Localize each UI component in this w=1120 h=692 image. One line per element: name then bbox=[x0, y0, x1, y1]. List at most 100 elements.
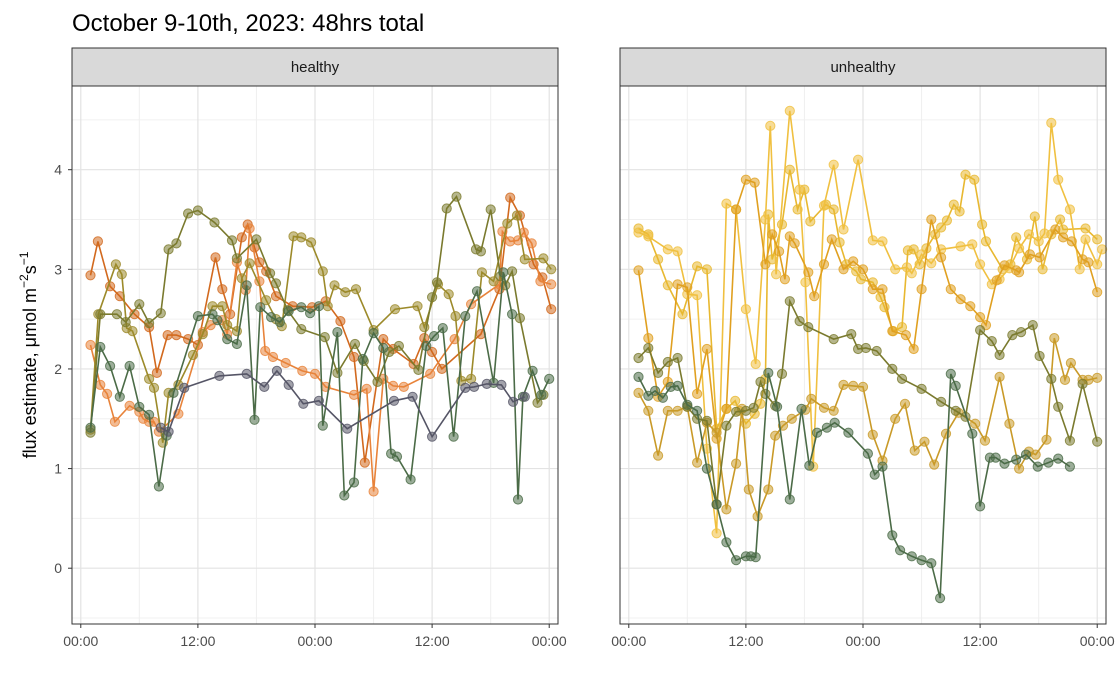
data-point bbox=[784, 296, 795, 307]
data-point bbox=[926, 214, 937, 225]
data-point bbox=[692, 405, 703, 416]
x-tick-label: 00:00 bbox=[297, 633, 332, 649]
data-point bbox=[975, 259, 986, 270]
data-point bbox=[1092, 234, 1103, 245]
data-point bbox=[441, 203, 452, 214]
data-point bbox=[1027, 320, 1038, 331]
data-point bbox=[862, 448, 874, 459]
data-point bbox=[975, 501, 986, 512]
data-point bbox=[867, 235, 878, 246]
data-point bbox=[92, 236, 104, 247]
data-point bbox=[800, 277, 811, 288]
data-point bbox=[770, 430, 781, 441]
data-point bbox=[860, 342, 872, 354]
data-point bbox=[1037, 264, 1048, 275]
data-point bbox=[929, 459, 940, 470]
data-point bbox=[954, 206, 965, 217]
data-point bbox=[1016, 327, 1027, 338]
data-point bbox=[1034, 350, 1045, 362]
data-point bbox=[848, 256, 859, 267]
data-point bbox=[388, 380, 399, 391]
data-point bbox=[296, 302, 307, 313]
data-point bbox=[633, 371, 644, 382]
data-point bbox=[127, 326, 138, 337]
data-point bbox=[427, 431, 438, 442]
data-point bbox=[378, 342, 389, 354]
series-1 bbox=[633, 105, 1108, 539]
data-point bbox=[763, 484, 774, 495]
data-point bbox=[144, 373, 155, 384]
data-point bbox=[701, 343, 713, 355]
data-point bbox=[994, 371, 1005, 382]
y-tick-label: 3 bbox=[54, 261, 62, 277]
data-point bbox=[767, 229, 778, 240]
data-point bbox=[527, 365, 538, 376]
data-point bbox=[526, 238, 537, 249]
data-point bbox=[908, 343, 919, 355]
data-point bbox=[357, 353, 368, 365]
series-line bbox=[89, 195, 545, 433]
data-point bbox=[975, 325, 986, 336]
y-axis-title-exp1: −2 bbox=[17, 274, 31, 288]
data-point bbox=[877, 236, 888, 247]
data-point bbox=[1097, 244, 1108, 255]
data-point bbox=[460, 382, 471, 393]
data-point bbox=[755, 376, 766, 387]
data-point bbox=[926, 258, 937, 269]
data-point bbox=[672, 279, 683, 290]
data-point bbox=[955, 294, 966, 305]
data-point bbox=[1043, 457, 1054, 468]
data-point bbox=[899, 398, 911, 409]
data-point bbox=[828, 159, 839, 170]
y-axis-title-mid: s bbox=[20, 265, 40, 274]
data-point bbox=[826, 234, 837, 245]
data-point bbox=[506, 266, 518, 277]
data-point bbox=[512, 494, 524, 505]
data-point bbox=[867, 429, 878, 440]
data-point bbox=[388, 395, 400, 406]
data-point bbox=[222, 334, 233, 345]
data-point bbox=[877, 284, 888, 295]
x-tick-label: 00:00 bbox=[63, 633, 98, 649]
data-point bbox=[1080, 223, 1091, 234]
data-point bbox=[1041, 434, 1052, 445]
data-point bbox=[760, 259, 771, 270]
data-point bbox=[960, 169, 971, 180]
data-point bbox=[144, 409, 155, 420]
data-point bbox=[151, 367, 162, 378]
data-point bbox=[979, 435, 991, 446]
series-4 bbox=[633, 296, 1103, 510]
data-point bbox=[794, 316, 805, 327]
data-point bbox=[772, 401, 783, 412]
data-point bbox=[348, 389, 360, 400]
data-point bbox=[317, 420, 328, 431]
data-point bbox=[350, 284, 362, 295]
data-point bbox=[296, 232, 307, 243]
data-point bbox=[348, 351, 360, 363]
data-point bbox=[730, 395, 741, 406]
data-point bbox=[532, 397, 543, 408]
data-point bbox=[740, 304, 752, 315]
data-point bbox=[179, 382, 190, 393]
data-point bbox=[1050, 224, 1061, 235]
data-point bbox=[431, 277, 443, 288]
data-point bbox=[475, 246, 486, 257]
data-point bbox=[804, 460, 815, 471]
y-tick-label: 0 bbox=[54, 560, 62, 576]
data-point bbox=[896, 373, 908, 384]
x-tick-label: 00:00 bbox=[611, 633, 646, 649]
data-point bbox=[662, 244, 673, 255]
x-tick-label: 12:00 bbox=[728, 633, 763, 649]
data-point bbox=[857, 381, 869, 392]
data-point bbox=[109, 416, 121, 427]
data-point bbox=[498, 267, 509, 278]
data-point bbox=[789, 238, 800, 249]
data-point bbox=[251, 234, 262, 245]
data-point bbox=[999, 458, 1010, 469]
data-point bbox=[95, 341, 106, 353]
data-point bbox=[776, 368, 788, 379]
data-point bbox=[682, 282, 693, 293]
data-point bbox=[784, 164, 795, 175]
data-point bbox=[192, 205, 203, 216]
